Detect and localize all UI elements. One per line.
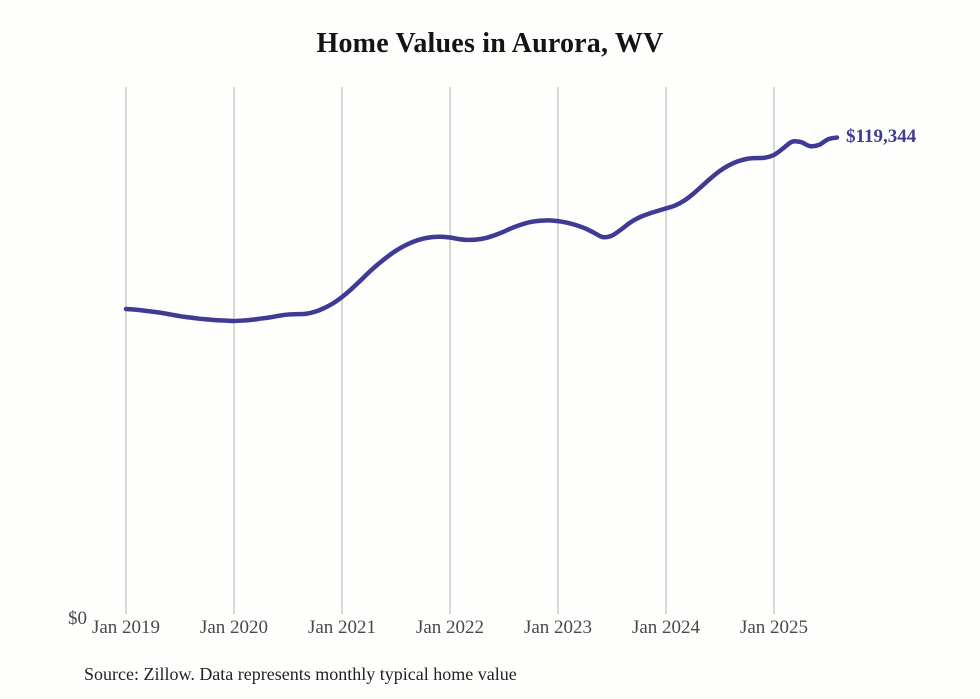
chart-title: Home Values in Aurora, WV <box>316 28 664 59</box>
x-tick-label-jan-2022: Jan 2022 <box>415 617 485 638</box>
end-value-annotation: $119,344 <box>846 125 917 147</box>
gridlines <box>125 87 775 614</box>
x-tick-label-jan-2019: Jan 2019 <box>91 617 161 638</box>
y-axis-zero-label: $0 <box>68 608 87 629</box>
x-tick-label-jan-2025: Jan 2025 <box>739 617 809 638</box>
x-tick-label-jan-2020: Jan 2020 <box>199 617 269 638</box>
x-tick-label-jan-2021: Jan 2021 <box>307 617 377 638</box>
x-tick-label-jan-2023: Jan 2023 <box>523 617 593 638</box>
value-line-series <box>123 135 840 324</box>
x-tick-label-jan-2024: Jan 2024 <box>631 617 701 638</box>
source-note: Source: Zillow. Data represents monthly … <box>84 664 517 684</box>
